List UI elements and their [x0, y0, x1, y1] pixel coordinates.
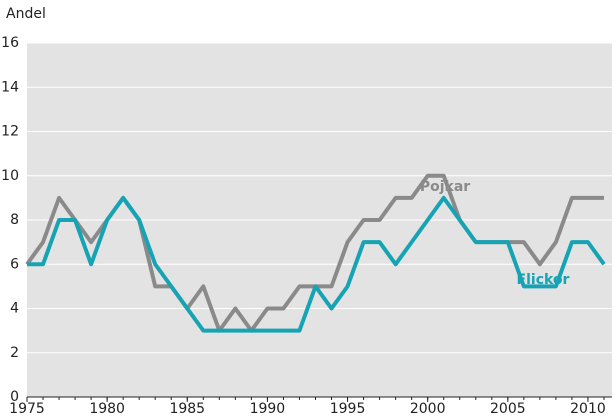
y-tick-label: 4	[10, 301, 19, 317]
y-tick-label: 8	[10, 212, 19, 228]
x-tick-label: 1985	[169, 401, 205, 417]
y-tick-label: 0	[10, 389, 19, 405]
series-label: Flickor	[517, 272, 570, 288]
y-tick-label: 10	[1, 168, 19, 184]
x-tick-label: 1975	[9, 401, 45, 417]
series-label: Pojkar	[420, 179, 470, 195]
y-tick-label: 12	[1, 124, 19, 140]
x-tick-label: 1995	[330, 401, 366, 417]
y-axis-label: Andel	[6, 6, 46, 22]
y-tick-label: 14	[1, 79, 19, 95]
x-tick-label: 2000	[410, 401, 446, 417]
x-tick-label: 1980	[89, 401, 125, 417]
y-tick-label: 16	[1, 35, 19, 51]
x-tick-label: 2010	[570, 401, 606, 417]
x-tick-label: 2005	[490, 401, 526, 417]
line-series	[27, 195, 606, 333]
y-tick-label: 6	[10, 256, 19, 272]
x-tick-label: 1990	[250, 401, 286, 417]
y-tick-label: 2	[10, 345, 19, 361]
